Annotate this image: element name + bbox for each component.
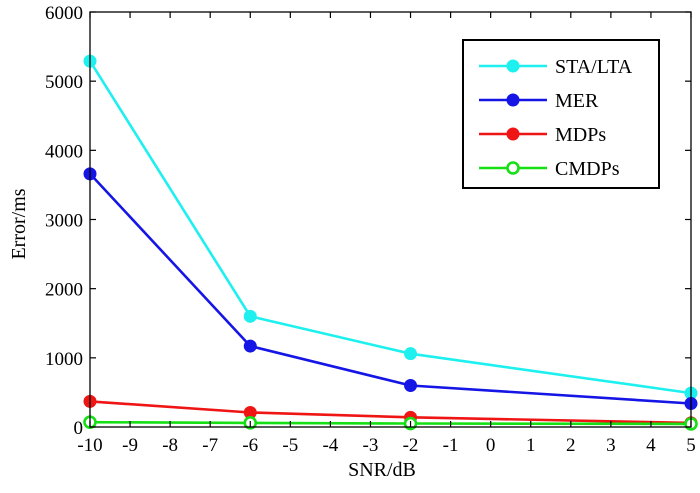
legend-swatch-marker — [506, 93, 520, 107]
y-tick-label: 3000 — [45, 211, 83, 232]
x-tick-label: -10 — [77, 435, 102, 456]
y-tick-label: 6000 — [45, 3, 83, 24]
series-layer — [83, 54, 698, 431]
x-tick-label: 0 — [486, 435, 496, 456]
data-point-sta-lta — [404, 347, 418, 361]
x-tick-label: -1 — [443, 435, 459, 456]
x-tick-label: -6 — [242, 435, 258, 456]
legend: STA/LTA MER MDPs CMDPs — [462, 39, 660, 189]
y-axis-label: Error/ms — [8, 188, 30, 259]
legend-box — [462, 39, 660, 189]
x-tick-label: -2 — [403, 435, 419, 456]
legend-label: MER — [555, 90, 599, 112]
x-tick-label: -4 — [322, 435, 338, 456]
legend-label: CMDPs — [555, 158, 620, 180]
data-point-mer — [243, 339, 257, 353]
legend-entry-cmdps: CMDPs — [479, 158, 620, 180]
series-line-mer — [89, 172, 692, 405]
x-axis-label: SNR/dB — [348, 459, 416, 481]
x-tick-label: -8 — [162, 435, 178, 456]
series-line-sta-lta — [88, 60, 692, 395]
x-tick-label: -9 — [122, 435, 138, 456]
data-point-sta-lta — [243, 309, 257, 323]
y-tick-label: 5000 — [45, 72, 83, 93]
x-tick-label: 1 — [526, 435, 536, 456]
x-tick-label: 4 — [646, 435, 656, 456]
x-tick-label: 3 — [606, 435, 616, 456]
axes: -10 -9 -8 -7 -6 -5 -4 -3 -2 -1 0 1 2 3 4 50100020003000… — [45, 3, 696, 456]
y-tick-label: 4000 — [45, 141, 83, 162]
x-tick-label: 5 — [686, 435, 696, 456]
legend-swatch-marker — [506, 127, 520, 141]
legend-label: STA/LTA — [555, 56, 633, 78]
legend-entry-mer: MER — [479, 90, 599, 112]
x-tick-label: -3 — [363, 435, 379, 456]
legend-entry-sta-lta: STA/LTA — [479, 56, 633, 78]
legend-swatch-marker — [506, 59, 520, 73]
legend-label: MDPs — [555, 124, 606, 146]
series-sta-lta — [83, 54, 698, 400]
y-tick-label: 2000 — [45, 280, 83, 301]
x-tick-label: -5 — [282, 435, 298, 456]
x-tick-label: -7 — [202, 435, 218, 456]
data-point-mer — [404, 379, 418, 392]
x-tick-label: 2 — [566, 435, 576, 456]
legend-entry-mdps: MDPs — [479, 124, 606, 146]
y-tick-label: 0 — [74, 418, 84, 439]
y-tick-label: 1000 — [45, 349, 83, 370]
series-line-mdps — [89, 400, 692, 425]
legend-swatch-marker — [506, 161, 520, 175]
